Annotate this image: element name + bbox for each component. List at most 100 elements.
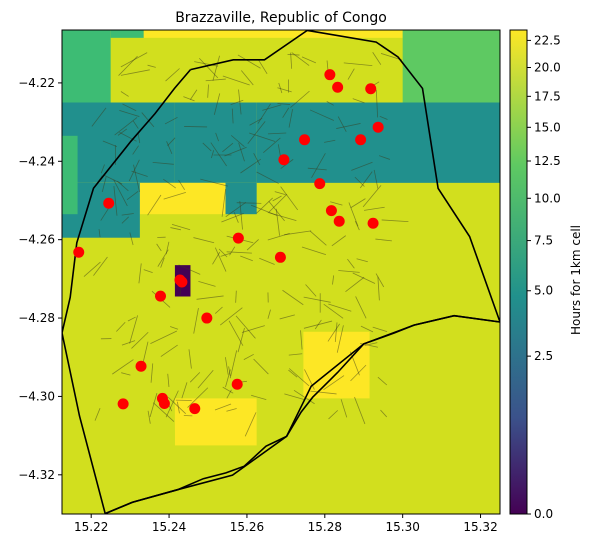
road-segment bbox=[287, 53, 300, 56]
road-segment bbox=[164, 116, 178, 125]
map-title: Brazzaville, Republic of Congo bbox=[175, 10, 387, 26]
road-segment bbox=[166, 141, 173, 155]
y-tick-label: −4.22 bbox=[18, 76, 55, 90]
road-segment bbox=[348, 202, 359, 227]
road-segment bbox=[364, 206, 385, 211]
facility-points bbox=[73, 69, 384, 415]
road-segment bbox=[241, 70, 254, 86]
road-segment bbox=[214, 247, 227, 272]
road-segment bbox=[377, 376, 388, 386]
facility-point bbox=[158, 397, 170, 409]
raster-cell bbox=[225, 182, 257, 215]
road-segment bbox=[210, 142, 227, 167]
road-segment bbox=[352, 272, 376, 284]
colorbar-label: Hours for 1km cell bbox=[569, 225, 583, 335]
road-segment bbox=[340, 399, 348, 418]
road-segment bbox=[253, 358, 269, 375]
road-segment bbox=[222, 142, 234, 153]
road-segment bbox=[379, 115, 388, 120]
raster-cell bbox=[62, 30, 111, 103]
road-segment bbox=[121, 372, 131, 376]
road-segment bbox=[327, 323, 340, 342]
road-segment bbox=[160, 257, 165, 268]
road-segment bbox=[102, 140, 118, 148]
road-segment bbox=[221, 213, 244, 223]
y-tick-label: −4.24 bbox=[18, 154, 55, 168]
road-segment bbox=[113, 179, 128, 207]
road-segment bbox=[193, 307, 199, 334]
road-segment bbox=[323, 375, 345, 391]
road-segment bbox=[189, 89, 198, 100]
road-segment bbox=[375, 238, 392, 242]
road-segment bbox=[372, 326, 388, 332]
colorbar-tick-label: 22.5 bbox=[534, 33, 561, 47]
road-segment bbox=[163, 191, 186, 200]
road-segment bbox=[300, 330, 303, 350]
facility-point bbox=[189, 403, 201, 415]
facility-point bbox=[333, 215, 345, 227]
road-segment bbox=[240, 158, 261, 174]
road-segment bbox=[379, 155, 391, 160]
road-segment bbox=[277, 103, 291, 105]
road-segment bbox=[167, 137, 176, 146]
colorbar-tick-label: 20.0 bbox=[534, 60, 561, 74]
colorbar-tick-label: 5.0 bbox=[534, 284, 553, 298]
raster-cell bbox=[256, 102, 500, 183]
road-segment bbox=[128, 159, 140, 182]
road-segment bbox=[220, 307, 243, 326]
road-segment bbox=[375, 89, 379, 118]
road-segment bbox=[194, 61, 219, 67]
road-segment bbox=[230, 99, 244, 106]
road-segment bbox=[267, 309, 271, 319]
road-segment bbox=[304, 369, 315, 390]
road-segment bbox=[230, 135, 245, 147]
road-segment bbox=[307, 167, 327, 171]
colorbar-tick-label: 0.0 bbox=[534, 507, 553, 521]
road-segment bbox=[235, 315, 256, 339]
city-boundary bbox=[62, 30, 500, 514]
road-segment bbox=[226, 251, 252, 254]
road-segment bbox=[373, 169, 379, 189]
road-segment bbox=[290, 52, 293, 69]
road-segment bbox=[101, 176, 107, 193]
road-segment bbox=[309, 109, 334, 121]
road-segment bbox=[381, 219, 409, 222]
road-segment bbox=[246, 239, 259, 251]
road-segment bbox=[181, 382, 188, 399]
road-segment bbox=[263, 137, 281, 153]
road-segment bbox=[229, 350, 238, 379]
road-segment bbox=[231, 108, 234, 124]
road-segment bbox=[328, 410, 339, 420]
road-segment bbox=[279, 314, 295, 320]
road-segment bbox=[343, 62, 373, 67]
facility-point bbox=[324, 69, 336, 81]
road-segment bbox=[326, 101, 334, 106]
road-segment bbox=[121, 213, 134, 216]
facility-point bbox=[201, 312, 213, 324]
road-segment bbox=[137, 133, 141, 144]
road-segment bbox=[165, 390, 179, 418]
road-segment bbox=[117, 128, 128, 136]
road-segment bbox=[197, 369, 214, 389]
road-segment bbox=[311, 153, 326, 179]
road-segment bbox=[240, 255, 253, 262]
road-segment bbox=[149, 393, 158, 418]
road-segment bbox=[112, 359, 134, 375]
raster-cell bbox=[402, 30, 500, 103]
x-tick-label: 15.32 bbox=[463, 520, 497, 534]
raster-cell bbox=[143, 30, 403, 38]
road-segment bbox=[274, 191, 286, 195]
facility-point bbox=[231, 378, 243, 390]
road-segment bbox=[272, 195, 282, 202]
raster-cells bbox=[62, 30, 500, 514]
road-segment bbox=[214, 306, 223, 314]
road-segment bbox=[360, 325, 374, 333]
x-axis: 15.22 15.24 15.26 15.28 15.30 15.32 bbox=[74, 514, 498, 534]
road-segment bbox=[277, 87, 292, 93]
road-segment bbox=[282, 107, 290, 118]
road-segment bbox=[156, 243, 162, 252]
road-segment bbox=[150, 363, 154, 383]
road-segment bbox=[91, 107, 107, 127]
facility-point bbox=[325, 205, 337, 217]
